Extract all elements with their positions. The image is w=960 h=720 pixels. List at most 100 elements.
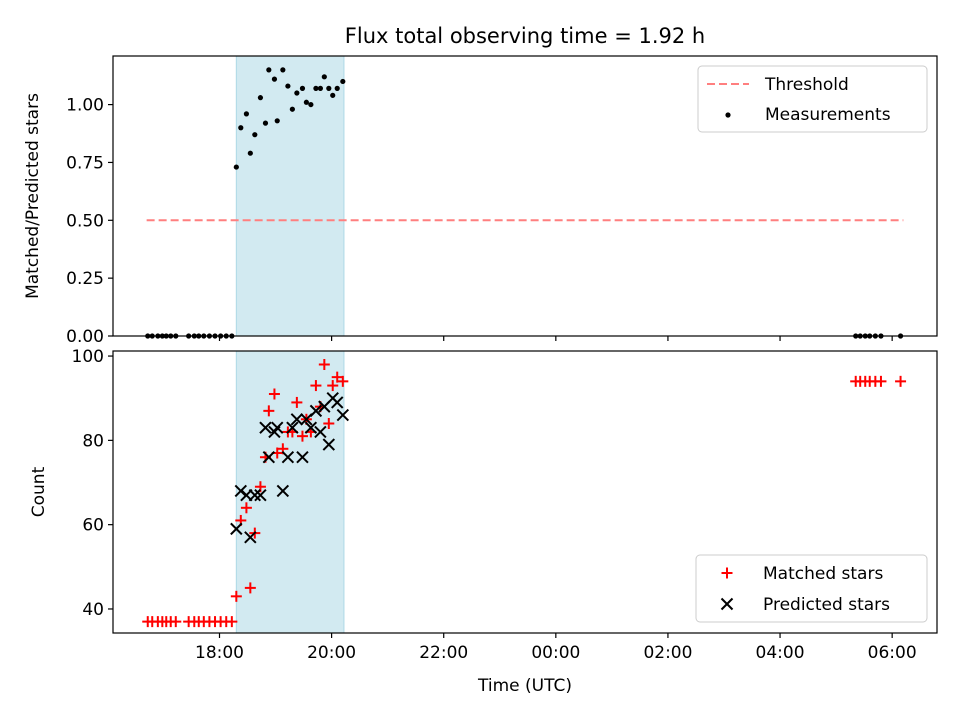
legend-measurements-swatch: [725, 112, 731, 118]
matched-star-point: [310, 380, 322, 392]
measurement-point: [303, 99, 309, 105]
x-tick-label: 18:00: [195, 643, 244, 663]
measurement-point: [274, 118, 280, 124]
measurement-point: [233, 164, 239, 170]
matched-star-point: [230, 590, 242, 602]
measurement-point: [243, 111, 250, 117]
bottom-y-ticks: 40 60 80 100: [72, 347, 113, 620]
predicted-star-point: [336, 408, 350, 422]
measurement-point: [299, 85, 306, 91]
legend-matched-swatch: [721, 567, 733, 579]
bottom-y-axis-label: Count: [29, 466, 49, 517]
bottom-legend-box: [695, 554, 928, 623]
legend-measurements-label: Measurements: [765, 105, 891, 125]
predicted-star-point: [281, 451, 295, 464]
matched-star-point: [318, 358, 330, 370]
observing-window-top: [235, 55, 345, 337]
top-y-tick-label: 1.00: [66, 96, 104, 116]
predicted-star-point: [254, 488, 267, 502]
measurement-point: [334, 85, 340, 91]
bottom-y-tick-label: 80: [82, 431, 104, 451]
matched-star-point: [331, 371, 343, 383]
matched-star-point: [327, 380, 339, 392]
matched-star-point: [263, 405, 275, 417]
x-tick-label: 22:00: [419, 643, 468, 663]
measurement-point: [252, 132, 258, 138]
measurement-point: [317, 85, 324, 91]
predicted-star-point: [286, 421, 299, 434]
matched-star-point: [240, 502, 252, 514]
legend-matched-marker: [721, 567, 733, 579]
x-axis-label: Time (UTC): [477, 676, 572, 696]
top-legend-box: [697, 65, 928, 133]
predicted-star-point: [271, 421, 284, 434]
predicted-star-point: [244, 531, 257, 544]
measurement-point: [321, 74, 327, 80]
predicted-star-point: [276, 484, 290, 498]
matched-star-point: [291, 396, 303, 408]
bottom-y-tick-label: 100: [72, 347, 104, 367]
x-tick-label: 04:00: [756, 643, 805, 663]
predicted-star-point: [296, 451, 309, 464]
matched-star-point: [296, 430, 308, 442]
matched-star-point: [226, 616, 238, 628]
measurement-point: [280, 67, 286, 73]
top-y-tick-label: 0.75: [66, 153, 104, 173]
matched-star-point: [268, 388, 280, 400]
top-panel: 0.00 0.25 0.50 0.75 1.00 Matched/Predicted s…: [23, 55, 938, 347]
predicted-star-point: [262, 451, 276, 464]
top-x-ticks: [218, 336, 893, 341]
measurement-point: [247, 150, 253, 156]
matched-star-point: [323, 418, 335, 430]
chart-title: Flux total observing time = 1.92 h: [345, 24, 705, 48]
top-y-tick-label: 0.50: [66, 211, 104, 231]
predicted-star-point: [259, 421, 272, 434]
measurement-point: [262, 120, 269, 126]
predicted-star-point: [309, 404, 323, 418]
bottom-axes-frame: [112, 350, 938, 634]
legend-predicted-label: Predicted stars: [763, 595, 890, 615]
top-axes-frame: [112, 55, 938, 337]
measurement-point: [266, 67, 272, 73]
legend-threshold-label: Threshold: [764, 75, 849, 95]
predicted-star-point: [322, 438, 336, 451]
top-y-tick-label: 0.00: [66, 327, 104, 347]
observing-window-bottom: [235, 350, 345, 634]
measurement-point: [289, 106, 295, 112]
measurement-point: [330, 92, 336, 98]
matched-star-point: [895, 375, 907, 387]
legend-predicted-swatch: [720, 597, 734, 611]
top-y-tick-label: 0.25: [66, 269, 104, 289]
matched-star-point: [170, 616, 182, 628]
measurement-point: [308, 101, 314, 108]
predicted-star-point: [248, 488, 262, 502]
bottom-y-tick-label: 60: [82, 516, 104, 536]
predicted-star-point: [304, 421, 318, 434]
measurement-point: [326, 85, 332, 91]
top-y-ticks: 0.00 0.25 0.50 0.75 1.00: [66, 96, 113, 347]
measurement-point: [313, 85, 319, 91]
bottom-y-tick-label: 40: [82, 600, 104, 620]
x-tick-label: 20:00: [307, 643, 356, 663]
bottom-legend: Matched stars Predicted stars: [695, 554, 928, 623]
measurement-point: [238, 125, 244, 131]
x-tick-label: 06:00: [868, 643, 917, 663]
legend-matched-label: Matched stars: [763, 564, 883, 584]
bottom-panel: 40 60 80 100 18:00 20:00 22:00 00:00 02:00 04:00…: [29, 347, 938, 696]
predicted-star-point: [331, 396, 344, 409]
matched-star-point: [244, 582, 256, 594]
measurement-point: [340, 78, 346, 85]
x-tick-label: 00:00: [531, 643, 580, 663]
count-points: [142, 358, 907, 628]
predicted-star-point: [230, 522, 243, 536]
x-tick-label: 02:00: [643, 643, 692, 663]
measurement-point: [285, 83, 291, 89]
matched-star-point: [337, 375, 349, 387]
predicted-star-point: [314, 425, 327, 439]
matched-star-point: [875, 375, 887, 387]
bottom-x-ticks: 18:00 20:00 22:00 00:00 02:00 04:00 06:00: [195, 633, 917, 663]
top-legend: Threshold Measurements: [697, 65, 928, 133]
predicted-star-point: [290, 413, 304, 426]
top-y-axis-label: Matched/Predicted stars: [23, 93, 43, 299]
